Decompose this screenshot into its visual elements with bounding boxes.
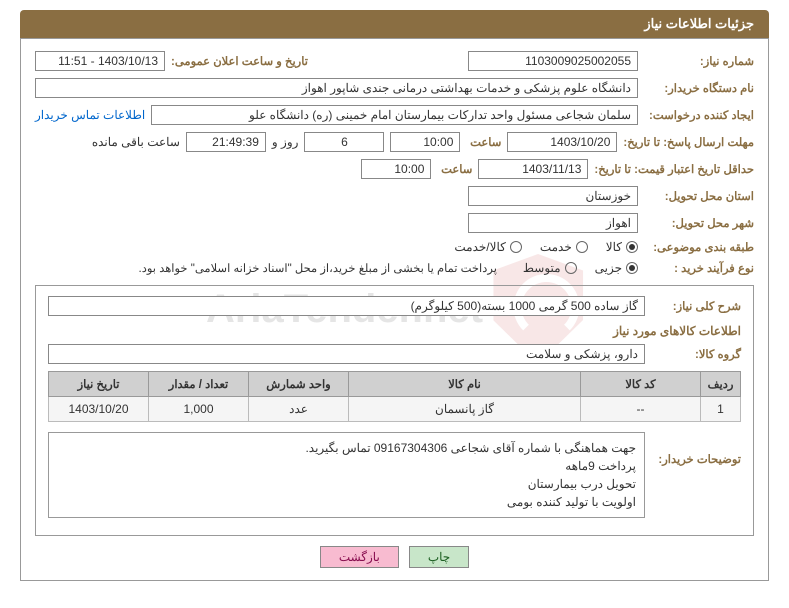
radio-both-label: کالا/خدمت — [454, 240, 505, 254]
requester-label: ایجاد کننده درخواست: — [644, 108, 754, 122]
note-line: اولویت با تولید کننده بومی — [57, 493, 636, 511]
announce-value: 1403/10/13 - 11:51 — [35, 51, 165, 71]
notes-label: توضیحات خریدار: — [651, 432, 741, 466]
need-no-label: شماره نیاز: — [644, 54, 754, 68]
table-cell: 1,000 — [149, 397, 249, 422]
table-cell: عدد — [249, 397, 349, 422]
validity-time-label: ساعت — [437, 162, 472, 176]
note-line: پرداخت 9ماهه — [57, 457, 636, 475]
note-line: تحویل درب بیمارستان — [57, 475, 636, 493]
validity-time: 10:00 — [361, 159, 431, 179]
radio-medium-icon — [565, 262, 577, 274]
table-cell: 1403/10/20 — [49, 397, 149, 422]
validity-label: حداقل تاریخ اعتبار قیمت: تا تاریخ: — [594, 162, 754, 176]
radio-goods[interactable]: کالا — [606, 240, 638, 254]
radio-both-icon — [510, 241, 522, 253]
print-button[interactable]: چاپ — [409, 546, 469, 568]
group-label: گروه کالا: — [651, 347, 741, 361]
days-remaining: 6 — [304, 132, 384, 152]
deadline-time: 10:00 — [390, 132, 460, 152]
radio-partial[interactable]: جزیی — [595, 261, 638, 275]
back-button[interactable]: بازگشت — [320, 546, 399, 568]
note-line: جهت هماهنگی با شماره آقای شجاعی 09167304… — [57, 439, 636, 457]
city-value: اهواز — [468, 213, 638, 233]
radio-medium-label: متوسط — [523, 261, 561, 275]
payment-note: پرداخت تمام یا بخشی از مبلغ خرید،از محل … — [139, 261, 497, 275]
countdown-value: 21:49:39 — [186, 132, 266, 152]
desc-label: شرح کلی نیاز: — [651, 299, 741, 313]
buyer-org-value: دانشگاه علوم پزشکی و خدمات بهداشتی درمان… — [35, 78, 638, 98]
buyer-contact-link[interactable]: اطلاعات تماس خریدار — [35, 108, 145, 122]
group-value: دارو، پزشکی و سلامت — [48, 344, 645, 364]
process-radio-group: جزیی متوسط — [523, 261, 638, 275]
need-no-value: 1103009025002055 — [468, 51, 638, 71]
radio-partial-icon — [626, 262, 638, 274]
buyer-notes: جهت هماهنگی با شماره آقای شجاعی 09167304… — [48, 432, 645, 518]
announce-label: تاریخ و ساعت اعلان عمومی: — [171, 54, 308, 68]
table-header: واحد شمارش — [249, 372, 349, 397]
radio-medium[interactable]: متوسط — [523, 261, 577, 275]
class-radio-group: کالا خدمت کالا/خدمت — [454, 240, 638, 254]
province-value: خوزستان — [468, 186, 638, 206]
process-label: نوع فرآیند خرید : — [644, 261, 754, 275]
buyer-org-label: نام دستگاه خریدار: — [644, 81, 754, 95]
days-and-text: روز و — [272, 135, 299, 149]
table-cell: گاز پانسمان — [349, 397, 581, 422]
requester-value: سلمان شجاعی مسئول واحد تدارکات بیمارستان… — [151, 105, 638, 125]
table-header: کد کالا — [581, 372, 701, 397]
detail-panel: شرح کلی نیاز: گاز ساده 500 گرمی 1000 بست… — [35, 285, 754, 536]
deadline-label: مهلت ارسال پاسخ: تا تاریخ: — [623, 135, 754, 149]
button-row: چاپ بازگشت — [35, 546, 754, 568]
goods-info-title: اطلاعات کالاهای مورد نیاز — [48, 324, 741, 338]
goods-table: ردیفکد کالانام کالاواحد شمارشتعداد / مقد… — [48, 371, 741, 422]
radio-service-icon — [576, 241, 588, 253]
radio-service-label: خدمت — [540, 240, 572, 254]
table-header: تعداد / مقدار — [149, 372, 249, 397]
panel-title: جزئیات اطلاعات نیاز — [644, 16, 754, 31]
validity-date: 1403/11/13 — [478, 159, 588, 179]
city-label: شهر محل تحویل: — [644, 216, 754, 230]
radio-both[interactable]: کالا/خدمت — [454, 240, 521, 254]
radio-goods-label: کالا — [606, 240, 622, 254]
radio-partial-label: جزیی — [595, 261, 622, 275]
deadline-date: 1403/10/20 — [507, 132, 617, 152]
table-header: نام کالا — [349, 372, 581, 397]
desc-value: گاز ساده 500 گرمی 1000 بسته(500 کیلوگرم) — [48, 296, 645, 316]
table-header: ردیف — [701, 372, 741, 397]
table-header: تاریخ نیاز — [49, 372, 149, 397]
remaining-text: ساعت باقی مانده — [92, 135, 180, 149]
table-cell: 1 — [701, 397, 741, 422]
province-label: استان محل تحویل: — [644, 189, 754, 203]
radio-goods-icon — [626, 241, 638, 253]
radio-service[interactable]: خدمت — [540, 240, 588, 254]
class-label: طبقه بندی موضوعی: — [644, 240, 754, 254]
main-panel: شماره نیاز: 1103009025002055 تاریخ و ساع… — [20, 38, 769, 581]
panel-header: جزئیات اطلاعات نیاز — [20, 10, 769, 38]
table-cell: -- — [581, 397, 701, 422]
deadline-time-label: ساعت — [466, 135, 501, 149]
table-row: 1--گاز پانسمانعدد1,0001403/10/20 — [49, 397, 741, 422]
